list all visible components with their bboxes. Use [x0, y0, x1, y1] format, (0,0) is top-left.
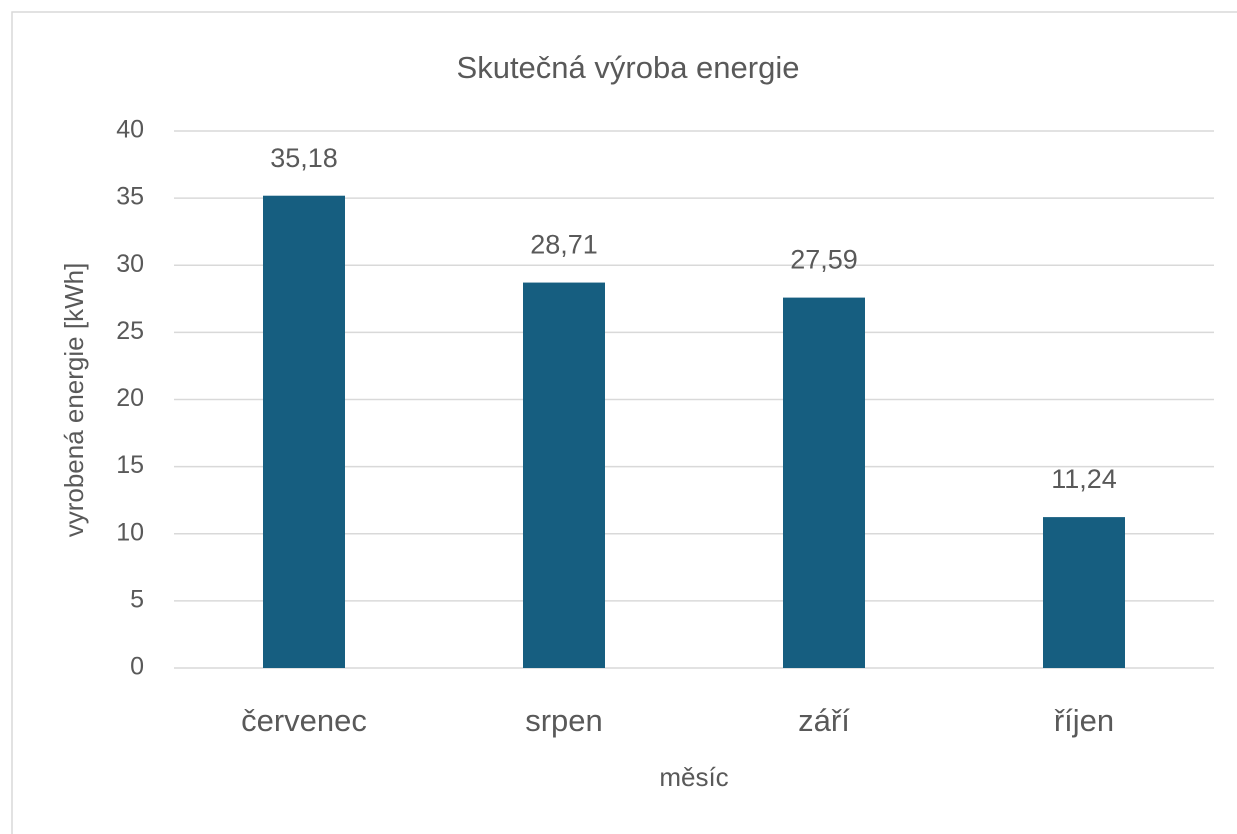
- x-tick-label: září: [798, 703, 850, 738]
- y-tick-label: 20: [116, 384, 144, 412]
- y-tick-label: 10: [116, 518, 144, 546]
- y-tick-label: 25: [116, 317, 144, 345]
- value-label: 11,24: [1051, 464, 1117, 494]
- value-label: 27,59: [790, 245, 858, 275]
- value-label: 35,18: [270, 143, 338, 173]
- x-tick-label: srpen: [525, 703, 603, 738]
- chart-title: Skutečná výroba energie: [457, 50, 800, 85]
- y-tick-label: 35: [116, 183, 144, 211]
- x-tick-label: červenec: [241, 703, 367, 738]
- value-label: 28,71: [530, 230, 598, 260]
- chart-border: [11, 11, 1237, 834]
- y-tick-label: 0: [130, 653, 144, 681]
- bar: [523, 282, 605, 668]
- x-tick-label: říjen: [1054, 703, 1114, 738]
- x-axis-title: měsíc: [659, 762, 728, 792]
- y-axis-title: vyrobená energie [kWh]: [59, 263, 89, 538]
- y-tick-label: 15: [116, 451, 144, 479]
- y-tick-label: 40: [116, 116, 144, 144]
- bar: [1043, 517, 1125, 668]
- y-tick-label: 5: [130, 585, 144, 613]
- bar: [263, 195, 345, 668]
- bar: [783, 297, 865, 668]
- y-tick-label: 30: [116, 250, 144, 278]
